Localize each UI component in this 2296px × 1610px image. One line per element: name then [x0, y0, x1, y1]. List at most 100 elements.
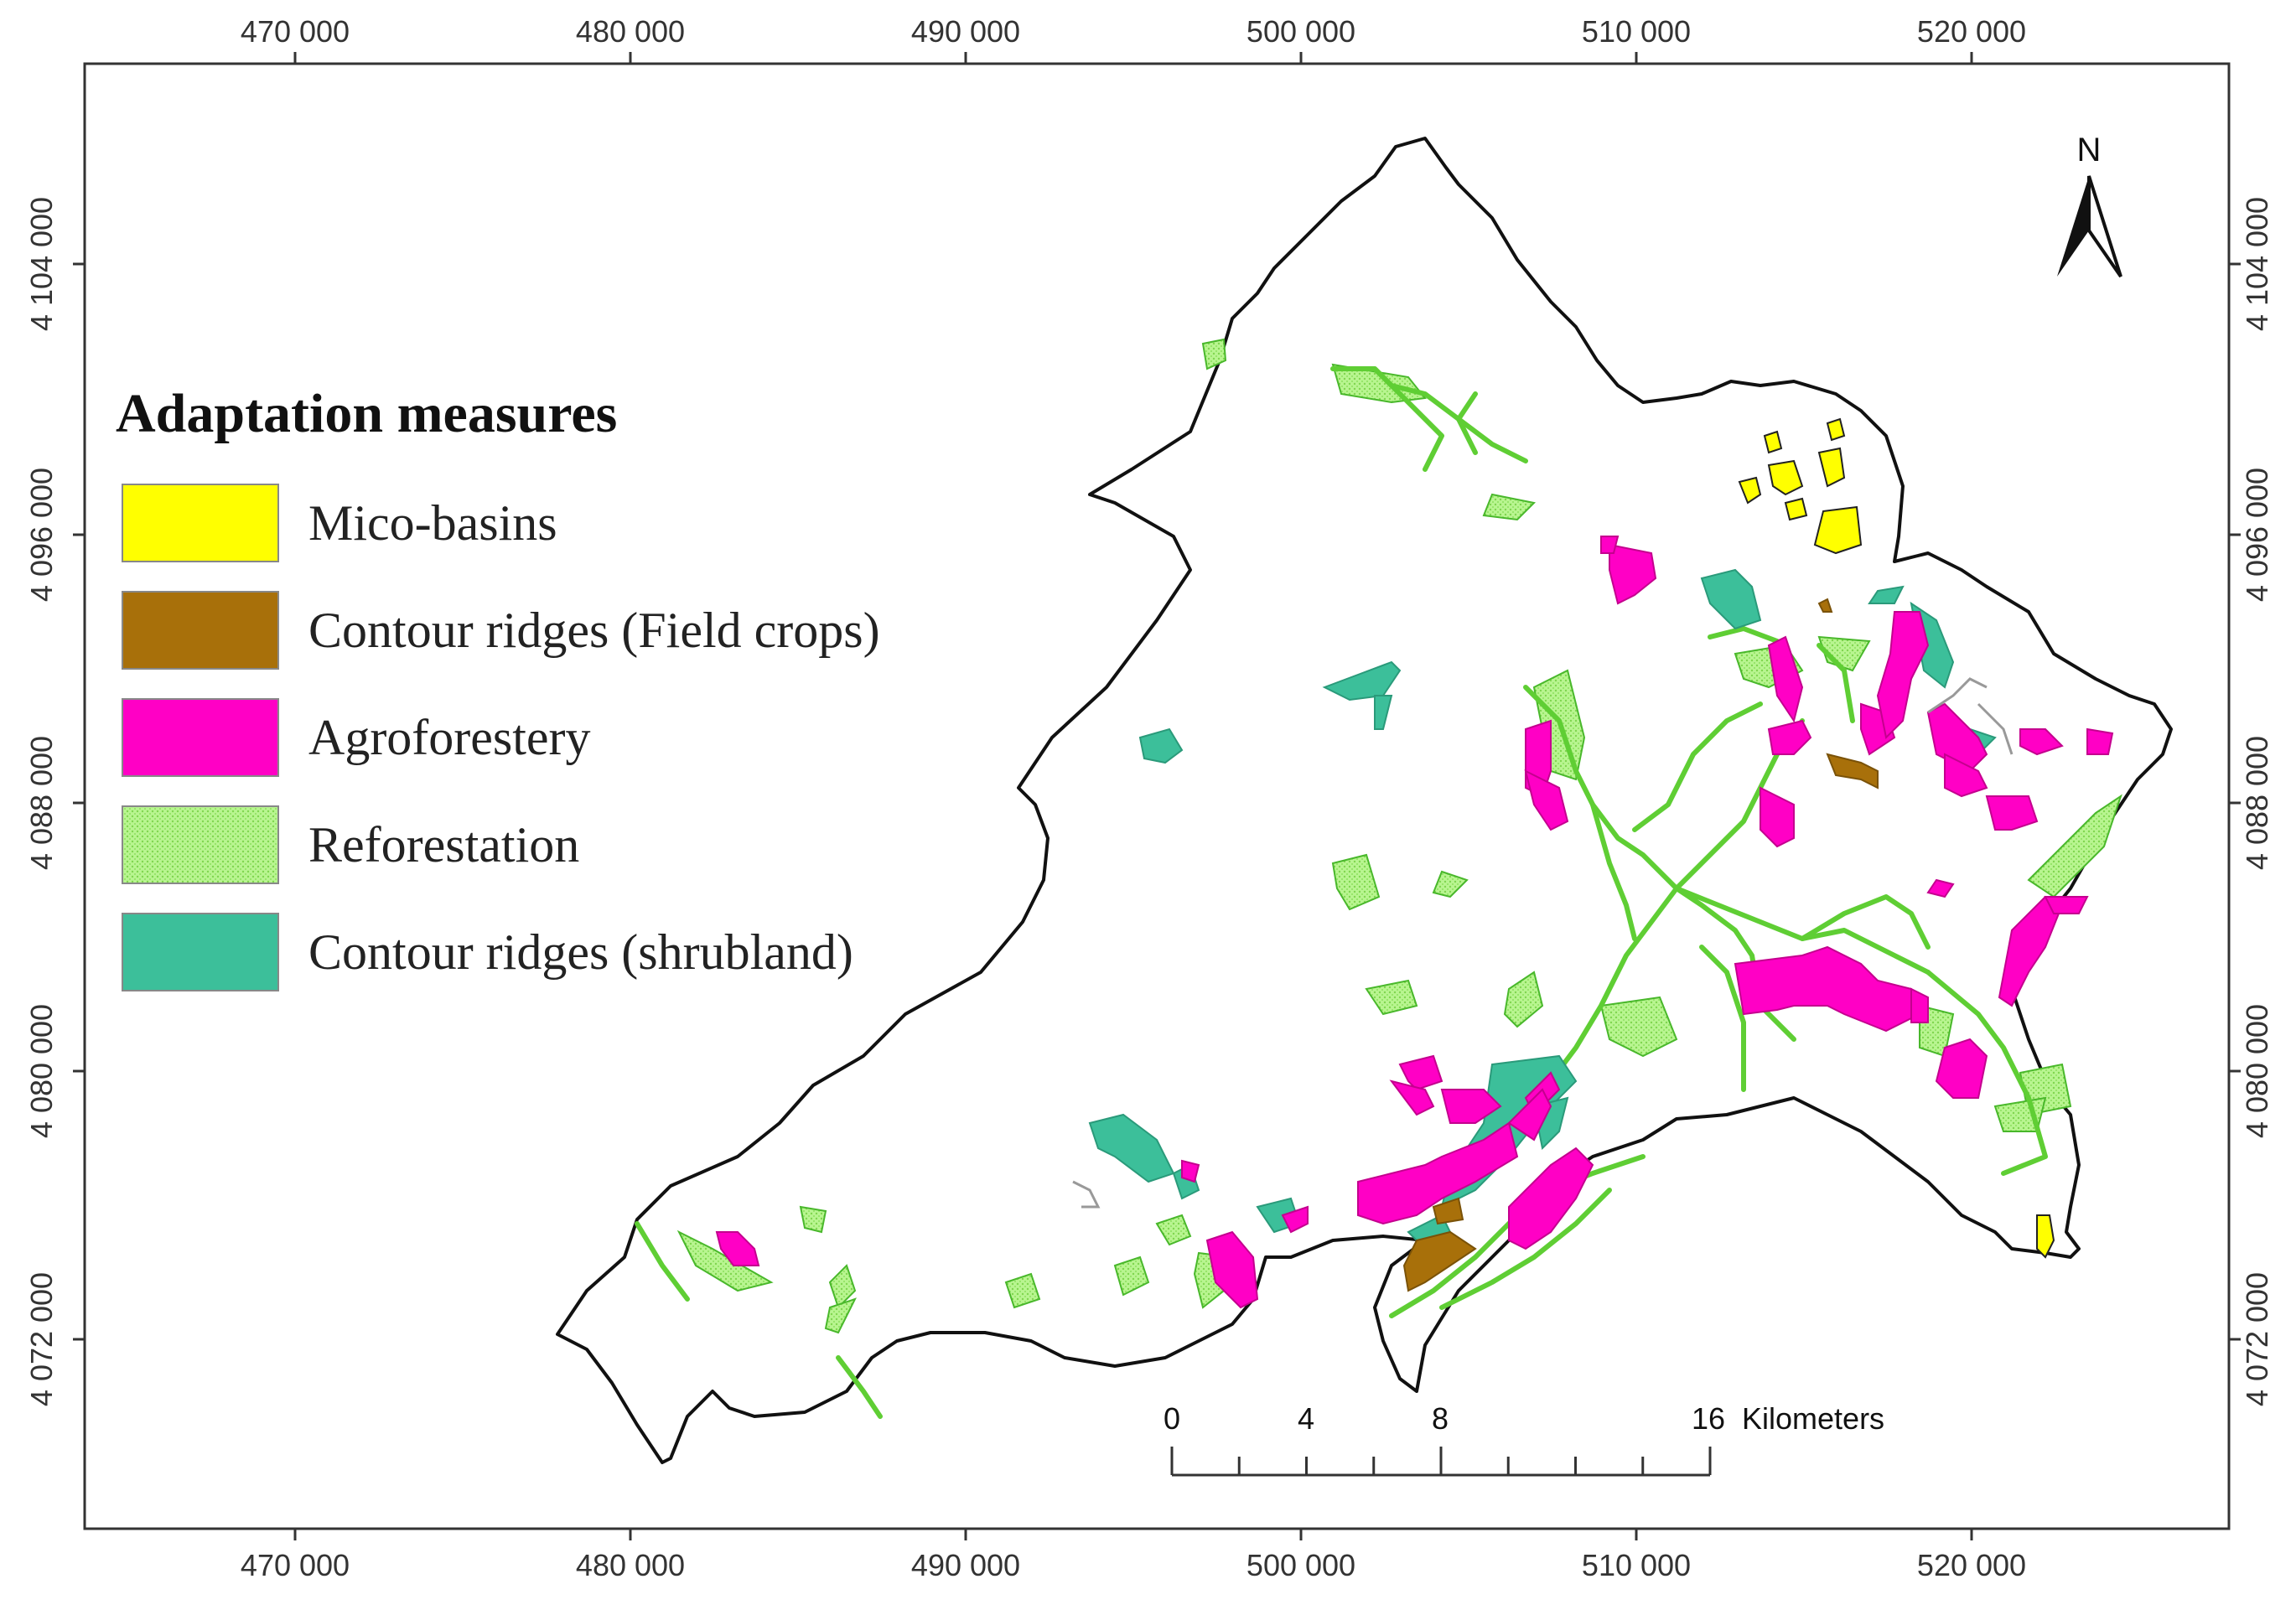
- reforestation-patch: [1331, 853, 1381, 911]
- legend-swatch: [122, 913, 279, 991]
- watershed-boundary: [556, 137, 2173, 1464]
- scale-label-0: 0: [1164, 1401, 1180, 1436]
- x-axis-ticks-bottom: 470 000 480 000 490 000 500 000 510 000 520 0…: [241, 1529, 2026, 1582]
- reforestation-corridor: [1674, 886, 1931, 975]
- reforestation-patch: [1482, 493, 1537, 521]
- y-tick-label-left: 4 096 000: [24, 468, 59, 602]
- legend-label: Contour ridges (Field crops): [308, 603, 880, 658]
- x-tick-label-bottom: 470 000: [241, 1548, 350, 1582]
- reforestation-patch: [1155, 1214, 1192, 1246]
- agroforestery-patch: [2086, 727, 2114, 755]
- reforestation-corridor: [1817, 643, 1855, 723]
- scale-bar: 0 4 8 16 Kilometers: [1164, 1401, 1884, 1477]
- agroforestery-patch: [1389, 1079, 1435, 1116]
- y-tick-label-right: 4 080 000: [2240, 1004, 2274, 1138]
- legend-swatch: [122, 698, 279, 777]
- x-tick-label-bottom: 500 000: [1246, 1548, 1355, 1582]
- reforestation-patch: [1432, 870, 1469, 898]
- agroforestery-patch: [1910, 987, 1929, 1023]
- x-tick-label-top: 490 000: [911, 14, 1020, 49]
- field-crops-patch: [1402, 1230, 1477, 1292]
- legend-label: Mico-basins: [308, 495, 557, 551]
- agroforestery-patch: [1609, 543, 1657, 605]
- contour-ridges-field-crops-areas: [1402, 598, 1879, 1292]
- map-frame: [83, 62, 2231, 1530]
- reforestation-corridor: [1439, 1188, 1612, 1310]
- x-tick-label-bottom: 490 000: [911, 1548, 1020, 1582]
- agroforestery-patch: [1508, 1147, 1594, 1250]
- north-arrow-right: [2087, 175, 2122, 278]
- y-tick-label-right: 4 096 000: [2240, 468, 2274, 602]
- shrubland-patch: [1700, 568, 1762, 630]
- agroforestery-patch: [1524, 769, 1569, 831]
- north-arrow: N: [2057, 132, 2122, 278]
- agroforestery-patch: [1281, 1205, 1309, 1234]
- reforestation-areas: [676, 338, 2122, 1334]
- y-tick-label-right: 4 088 000: [2240, 736, 2274, 870]
- agroforestery-patch: [1398, 1054, 1443, 1091]
- shrubland-patch: [1322, 660, 1402, 701]
- reforestation-corridor: [1800, 894, 1931, 950]
- scale-label-4: 4: [1298, 1401, 1314, 1436]
- mico-basins-areas: [1738, 417, 2055, 1259]
- x-tick-label-bottom: 480 000: [576, 1548, 685, 1582]
- agroforestery-patch: [1734, 945, 1921, 1033]
- reforestation-corridor: [1699, 945, 1746, 1092]
- scale-unit: Kilometers: [1742, 1401, 1884, 1436]
- mico-basin-patch: [1763, 430, 1783, 454]
- field-crops-patch: [1826, 753, 1879, 789]
- y-axis-ticks-left: 4 104 000 4 096 000 4 088 000 4 080 000 4 07…: [24, 197, 85, 1406]
- agroforestery-patch: [1507, 1088, 1552, 1141]
- reforestation-patch: [1201, 338, 1227, 370]
- scale-label-8: 8: [1432, 1401, 1449, 1436]
- reforestation-patch: [676, 1230, 774, 1292]
- reforestation-corridor: [1708, 626, 1780, 644]
- reforestation-patch: [1599, 996, 1678, 1058]
- agroforestery-patch: [1767, 719, 1812, 755]
- x-tick-label-top: 510 000: [1582, 14, 1691, 49]
- agroforestery-patch: [1440, 1089, 1502, 1124]
- x-tick-label-top: 520 000: [1917, 14, 2026, 49]
- reforestation-corridor: [836, 1355, 883, 1419]
- reforestation-patch: [1365, 979, 1418, 1016]
- reforestation-corridor: [1372, 366, 1444, 472]
- field-crops-patch: [1817, 598, 1833, 613]
- y-tick-label-left: 4 072 000: [24, 1272, 59, 1406]
- reforestation-corridor: [1456, 391, 1478, 455]
- reforestation-corridor: [1590, 802, 1637, 941]
- legend: Adaptation measures Mico-basins Contour r…: [116, 383, 880, 991]
- y-tick-label-left: 4 080 000: [24, 1004, 59, 1138]
- legend-title: Adaptation measures: [116, 383, 617, 444]
- agroforestery-patch: [1985, 795, 2039, 831]
- reforestation-patch: [1004, 1272, 1041, 1309]
- shrubland-patch: [1088, 1113, 1175, 1183]
- reforestation-patch: [1113, 1255, 1150, 1297]
- gray-line-features: [1072, 677, 2014, 1209]
- reforestation-patch: [824, 1297, 857, 1334]
- field-crops-patch: [1432, 1197, 1464, 1225]
- mico-basin-patch: [2036, 1214, 2055, 1259]
- x-tick-label-top: 470 000: [241, 14, 350, 49]
- legend-label: Reforestation: [308, 817, 579, 872]
- mico-basin-patch: [1813, 505, 1863, 555]
- scale-bar-ticks: [1170, 1447, 1712, 1475]
- gray-line: [1977, 702, 2014, 755]
- reforestation-patch: [828, 1264, 857, 1309]
- agroforestery-patch: [2044, 896, 2089, 914]
- mico-basin-patch: [1784, 497, 1808, 521]
- reforestation-patch: [1503, 971, 1544, 1028]
- shrubland-patch: [1138, 727, 1184, 764]
- x-tick-label-top: 500 000: [1246, 14, 1355, 49]
- agroforestery-patch: [715, 1231, 760, 1266]
- x-tick-label-top: 480 000: [576, 14, 685, 49]
- legend-swatch: [122, 484, 279, 562]
- gray-line: [1072, 1180, 1101, 1209]
- reforestation-patch: [2027, 794, 2122, 898]
- north-label: N: [2077, 132, 2102, 168]
- mico-basin-patch: [1767, 459, 1804, 496]
- agroforestery-patch: [1205, 1230, 1259, 1309]
- reforestation-corridor: [1925, 970, 2048, 1176]
- agroforestery-patch: [1767, 635, 1804, 723]
- legend-swatch: [122, 805, 279, 884]
